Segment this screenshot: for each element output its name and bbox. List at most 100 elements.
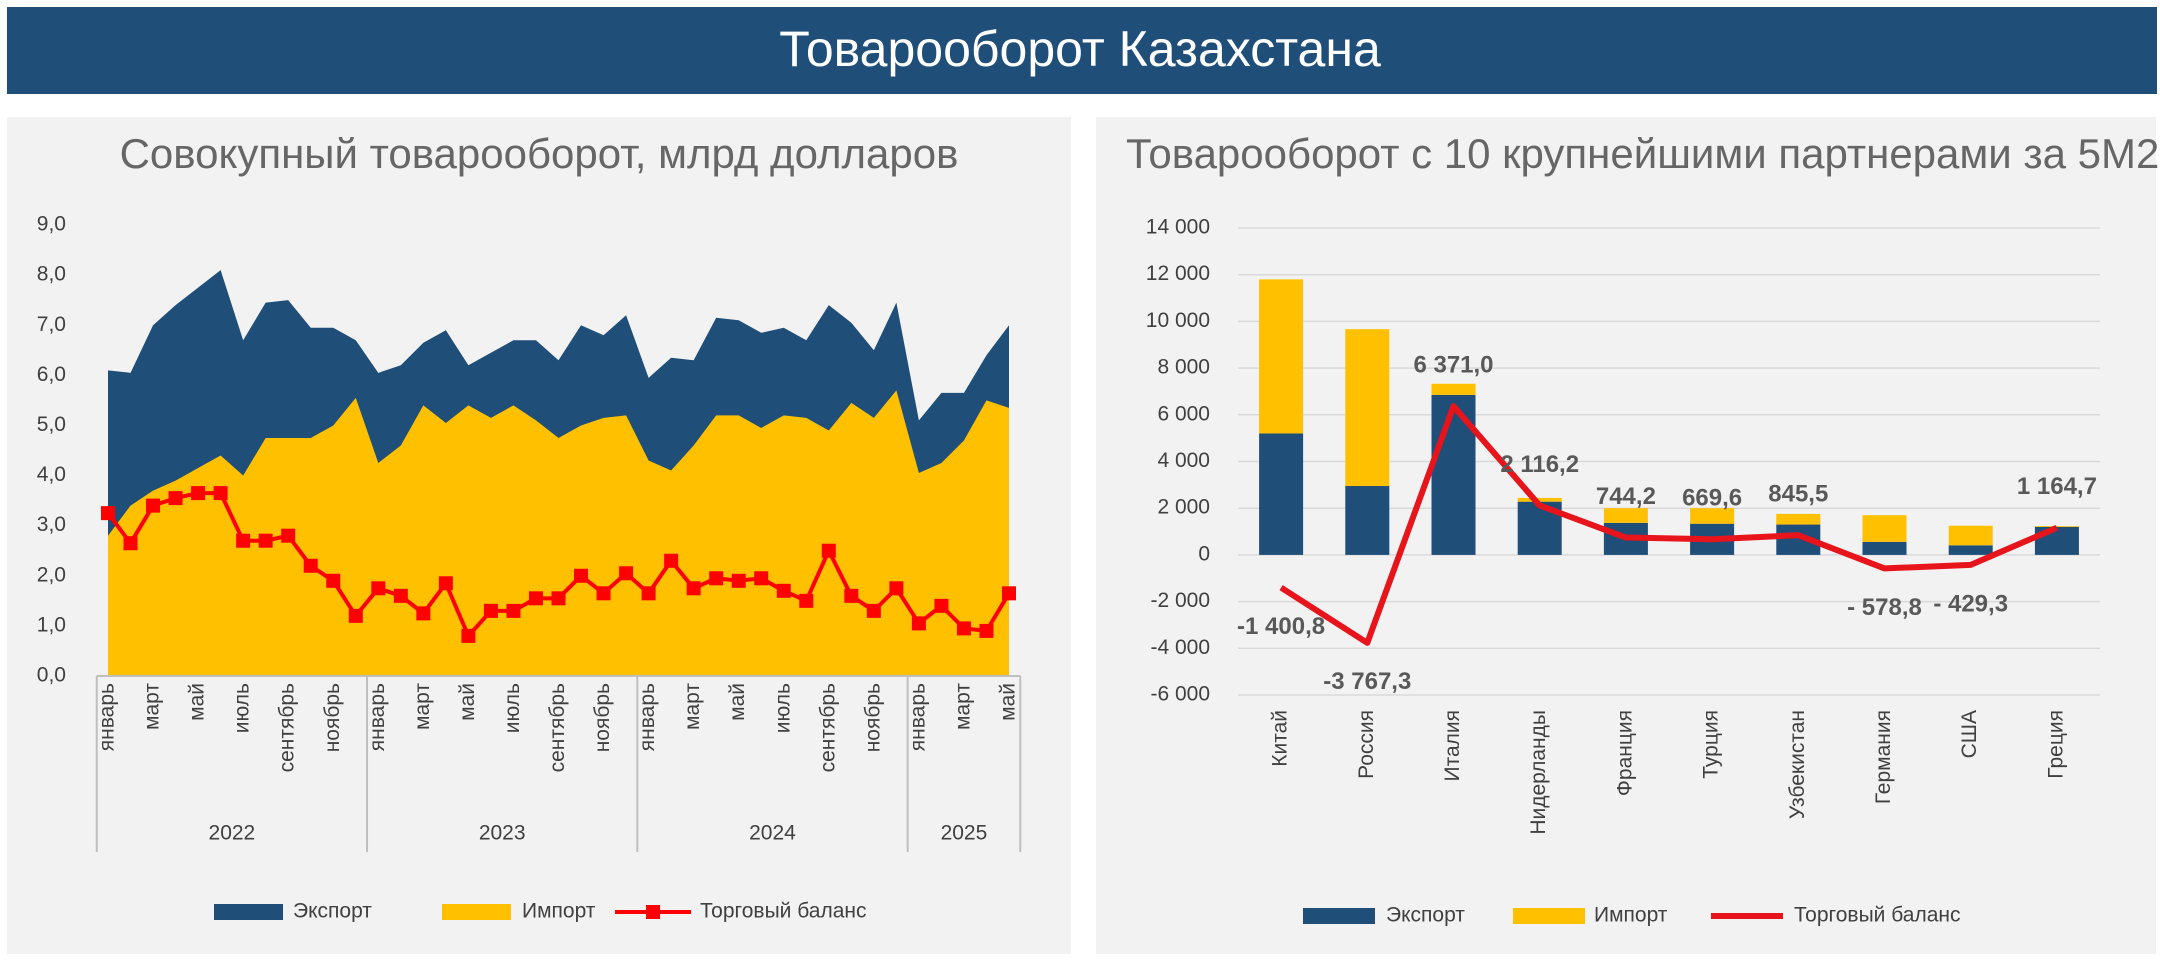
marker xyxy=(641,586,656,601)
y-tick-label: 0,0 xyxy=(37,664,66,687)
legend-swatch xyxy=(1303,908,1375,924)
marker xyxy=(393,588,408,603)
group-label: 2025 xyxy=(941,822,988,845)
bar xyxy=(1431,383,1476,395)
y-tick-label: 8 000 xyxy=(1157,356,1210,379)
legend-swatch xyxy=(646,905,660,919)
group-label: 2022 xyxy=(209,822,256,845)
y-tick-label: 6,0 xyxy=(37,363,66,386)
y-tick-label: 2 000 xyxy=(1157,496,1210,519)
marker xyxy=(348,608,363,623)
x-tick-label: май xyxy=(726,683,749,721)
data-label: - 578,8 xyxy=(1847,594,1922,621)
data-label: 744,2 xyxy=(1596,483,1656,510)
marker xyxy=(168,491,183,506)
y-tick-label: 2,0 xyxy=(37,563,66,586)
bar xyxy=(1345,486,1390,555)
x-tick-label: июль xyxy=(231,683,254,733)
bar xyxy=(1345,329,1390,487)
bar xyxy=(1862,541,1907,555)
chart-title: Совокупный товарооборот, млрд долларов xyxy=(120,130,959,177)
x-tick-label: сентябрь xyxy=(816,683,839,772)
bar xyxy=(2034,526,2079,555)
bar xyxy=(1948,525,1993,546)
marker xyxy=(123,536,138,551)
x-tick-label: Греция xyxy=(2044,710,2067,779)
legend-swatch xyxy=(1513,908,1585,924)
y-tick-label: 9,0 xyxy=(37,213,66,236)
x-tick-label: май xyxy=(186,683,209,721)
y-tick-label: -6 000 xyxy=(1150,683,1210,706)
y-tick-label: 5,0 xyxy=(37,413,66,436)
legend-swatch xyxy=(214,904,283,920)
y-tick-label: -4 000 xyxy=(1150,636,1210,659)
data-label: 845,5 xyxy=(1768,481,1828,508)
data-label: -1 400,8 xyxy=(1237,613,1325,640)
x-tick-label: Турция xyxy=(1700,710,1723,779)
x-tick-label: март xyxy=(141,683,164,730)
marker xyxy=(483,603,498,618)
bar xyxy=(1776,513,1821,525)
y-tick-label: 4,0 xyxy=(37,463,66,486)
marker xyxy=(866,603,881,618)
marker xyxy=(506,603,521,618)
data-label: 1 164,7 xyxy=(2017,473,2097,500)
y-tick-label: 3,0 xyxy=(37,513,66,536)
x-tick-label: март xyxy=(951,683,974,730)
legend-label: Импорт xyxy=(522,900,596,923)
marker xyxy=(146,498,161,513)
x-tick-label: сентябрь xyxy=(546,683,569,772)
marker xyxy=(776,583,791,598)
marker xyxy=(664,553,679,568)
bar xyxy=(1690,508,1735,524)
x-tick-label: Франция xyxy=(1613,710,1636,796)
x-tick-label: январь xyxy=(636,683,659,751)
y-tick-label: 7,0 xyxy=(37,313,66,336)
marker xyxy=(911,616,926,631)
y-tick-label: 1,0 xyxy=(37,613,66,636)
y-tick-label: 14 000 xyxy=(1146,216,1210,239)
y-tick-label: 0 xyxy=(1198,542,1210,565)
marker xyxy=(236,533,251,548)
y-tick-label: 12 000 xyxy=(1146,262,1210,285)
marker xyxy=(528,591,543,606)
marker xyxy=(686,581,701,596)
data-label: 2 116,2 xyxy=(1500,451,1579,478)
legend-label: Экспорт xyxy=(293,900,372,923)
marker xyxy=(551,591,566,606)
x-tick-label: январь xyxy=(96,683,119,751)
marker xyxy=(889,581,904,596)
marker xyxy=(1002,586,1016,601)
marker xyxy=(979,623,994,638)
y-tick-label: 6 000 xyxy=(1157,402,1210,425)
legend-swatch xyxy=(442,904,511,920)
group-label: 2023 xyxy=(479,822,526,845)
marker xyxy=(438,576,453,591)
x-tick-label: март xyxy=(681,683,704,730)
x-tick-label: июль xyxy=(771,683,794,733)
x-tick-label: май xyxy=(997,683,1020,721)
marker xyxy=(191,486,206,501)
marker xyxy=(799,593,814,608)
x-tick-label: Россия xyxy=(1355,710,1378,779)
x-tick-label: март xyxy=(411,683,434,730)
y-tick-label: 8,0 xyxy=(37,263,66,286)
bar xyxy=(2034,526,2079,527)
marker xyxy=(934,598,949,613)
data-label: - 429,3 xyxy=(1933,590,2008,617)
x-tick-label: Италия xyxy=(1441,710,1464,782)
x-tick-label: май xyxy=(456,683,479,721)
bar xyxy=(1259,433,1304,555)
area xyxy=(108,390,1009,676)
legend-label: Экспорт xyxy=(1386,904,1465,927)
marker xyxy=(258,533,273,548)
y-tick-label: 4 000 xyxy=(1157,449,1210,472)
marker xyxy=(416,606,431,621)
marker xyxy=(281,528,296,543)
marker xyxy=(619,566,634,581)
x-tick-label: США xyxy=(1958,710,1981,758)
header-title: Товарооборот Казахстана xyxy=(779,21,1381,77)
bar xyxy=(1862,515,1907,542)
